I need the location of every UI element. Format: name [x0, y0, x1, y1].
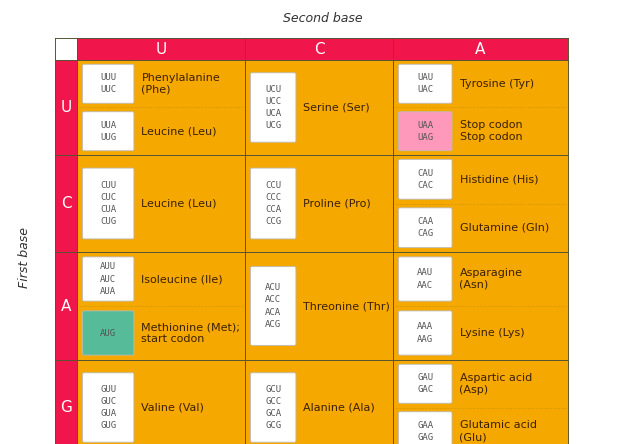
- Text: C: C: [61, 196, 72, 211]
- Text: CUU
CUC
CUA
CUG: CUU CUC CUA CUG: [100, 181, 116, 226]
- Bar: [55, 360, 77, 444]
- FancyBboxPatch shape: [82, 257, 134, 301]
- FancyBboxPatch shape: [399, 257, 452, 301]
- Text: Glutamine (Gln): Glutamine (Gln): [460, 223, 549, 233]
- Text: GCU
GCC
GCA
GCG: GCU GCC GCA GCG: [265, 385, 281, 430]
- Text: Stop codon
Stop codon: Stop codon Stop codon: [460, 120, 522, 142]
- Bar: [55, 155, 568, 252]
- Bar: [55, 60, 77, 155]
- Text: AUU
AUC
AUA: AUU AUC AUA: [100, 262, 116, 296]
- Text: Histidine (His): Histidine (His): [460, 174, 538, 184]
- Text: UUU
UUC: UUU UUC: [100, 73, 116, 94]
- Text: First base: First base: [18, 227, 32, 288]
- Text: CAA
CAG: CAA CAG: [417, 217, 434, 238]
- FancyBboxPatch shape: [399, 311, 452, 355]
- Text: U: U: [60, 100, 72, 115]
- Text: Leucine (Leu): Leucine (Leu): [141, 198, 217, 209]
- FancyBboxPatch shape: [399, 208, 452, 248]
- FancyBboxPatch shape: [82, 64, 134, 103]
- Bar: [55, 252, 77, 360]
- FancyBboxPatch shape: [82, 168, 134, 239]
- FancyBboxPatch shape: [399, 412, 452, 444]
- Text: GAA
GAG: GAA GAG: [417, 420, 434, 442]
- FancyBboxPatch shape: [399, 159, 452, 199]
- Text: A: A: [475, 41, 486, 56]
- Text: Asparagine
(Asn): Asparagine (Asn): [460, 268, 522, 290]
- Text: GUU
GUC
GUA
GUG: GUU GUC GUA GUG: [100, 385, 116, 430]
- Text: Valine (Val): Valine (Val): [141, 403, 204, 412]
- FancyBboxPatch shape: [82, 112, 134, 151]
- Text: CAU
CAC: CAU CAC: [417, 169, 434, 190]
- Bar: [55, 155, 77, 252]
- FancyBboxPatch shape: [251, 373, 296, 442]
- Bar: [55, 60, 568, 155]
- Text: UAU
UAC: UAU UAC: [417, 73, 434, 94]
- Text: Leucine (Leu): Leucine (Leu): [141, 126, 217, 136]
- FancyBboxPatch shape: [399, 64, 452, 103]
- FancyBboxPatch shape: [251, 168, 296, 239]
- Text: AAA
AAG: AAA AAG: [417, 322, 434, 344]
- Text: G: G: [60, 400, 72, 415]
- Text: Second base: Second base: [283, 12, 362, 24]
- Text: Proline (Pro): Proline (Pro): [303, 198, 371, 209]
- Text: C: C: [314, 41, 324, 56]
- Bar: [245, 38, 393, 60]
- Text: ACU
ACC
ACA
ACG: ACU ACC ACA ACG: [265, 283, 281, 329]
- Text: CCU
CCC
CCA
CCG: CCU CCC CCA CCG: [265, 181, 281, 226]
- Text: Isoleucine (Ile): Isoleucine (Ile): [141, 274, 223, 284]
- Bar: [77, 38, 245, 60]
- Text: Lysine (Lys): Lysine (Lys): [460, 328, 524, 338]
- Text: Aspartic acid
(Asp): Aspartic acid (Asp): [460, 373, 532, 395]
- Text: Tyrosine (Tyr): Tyrosine (Tyr): [460, 79, 534, 89]
- Text: Glutamic acid
(Glu): Glutamic acid (Glu): [460, 420, 537, 442]
- Bar: [55, 360, 568, 444]
- Text: Serine (Ser): Serine (Ser): [303, 103, 370, 112]
- FancyBboxPatch shape: [82, 311, 134, 355]
- Text: Alanine (Ala): Alanine (Ala): [303, 403, 375, 412]
- Text: UCU
UCC
UCA
UCG: UCU UCC UCA UCG: [265, 85, 281, 130]
- Text: Threonine (Thr): Threonine (Thr): [303, 301, 391, 311]
- Text: AAU
AAC: AAU AAC: [417, 269, 434, 289]
- FancyBboxPatch shape: [399, 112, 452, 151]
- Text: GAU
GAC: GAU GAC: [417, 373, 434, 394]
- Text: A: A: [61, 298, 71, 313]
- Text: U: U: [155, 41, 166, 56]
- FancyBboxPatch shape: [82, 373, 134, 442]
- Text: Methionine (Met);
start codon: Methionine (Met); start codon: [141, 322, 241, 344]
- Bar: [393, 38, 568, 60]
- Text: UAA
UAG: UAA UAG: [417, 121, 434, 142]
- Text: AUG: AUG: [100, 329, 116, 337]
- FancyBboxPatch shape: [251, 73, 296, 142]
- Text: Phenylalanine
(Phe): Phenylalanine (Phe): [141, 73, 220, 95]
- Text: UUA
UUG: UUA UUG: [100, 121, 116, 142]
- Bar: [55, 252, 568, 360]
- FancyBboxPatch shape: [399, 364, 452, 403]
- FancyBboxPatch shape: [251, 266, 296, 345]
